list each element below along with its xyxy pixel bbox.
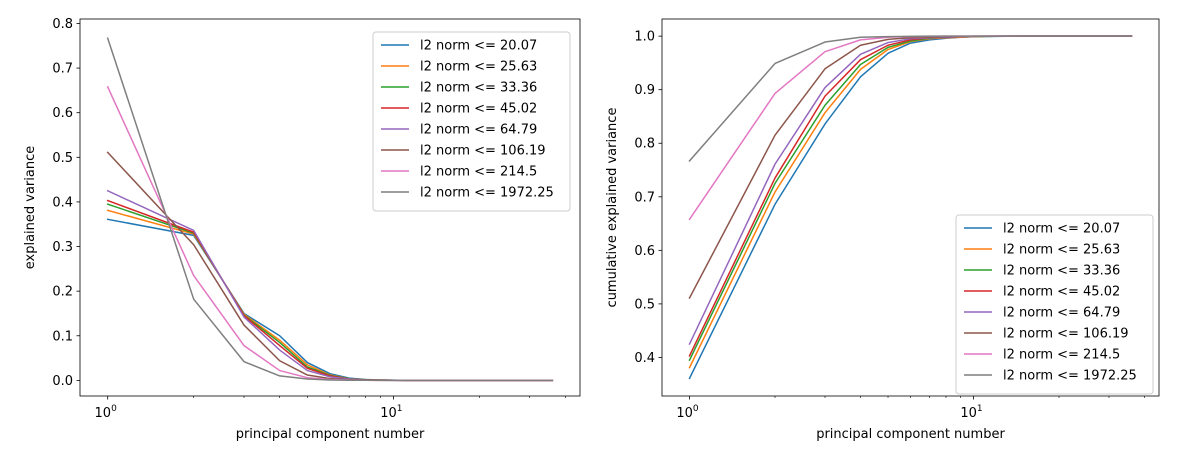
y-tick-label: 0.8 bbox=[634, 137, 655, 152]
series-line-5 bbox=[106, 189, 554, 382]
x-tick-base: 10 bbox=[960, 406, 977, 421]
legend-label-2: l2 norm <= 25.63 bbox=[420, 60, 537, 75]
x-axis: 100 101 bbox=[676, 396, 1145, 421]
legend-label-8: l2 norm <= 1972.25 bbox=[420, 186, 554, 201]
y-axis-label: cumulative explained variance bbox=[605, 108, 620, 308]
series-group bbox=[106, 37, 554, 382]
legend-label-6: l2 norm <= 106.19 bbox=[420, 144, 546, 159]
legend-label-5: l2 norm <= 64.79 bbox=[420, 123, 537, 138]
x-tick-exponent: 1 bbox=[397, 404, 403, 414]
legend: l2 norm <= 20.07 l2 norm <= 25.63 l2 norm … bbox=[372, 31, 571, 212]
legend-label-1: l2 norm <= 20.07 bbox=[420, 39, 537, 54]
legend-frame bbox=[955, 214, 1154, 395]
y-tick-label: 0.5 bbox=[634, 297, 655, 312]
legend-label-5: l2 norm <= 64.79 bbox=[1003, 306, 1120, 321]
y-tick-label: 0.4 bbox=[52, 195, 73, 210]
legend-label-6: l2 norm <= 106.19 bbox=[1003, 327, 1129, 342]
y-tick-label: 0.0 bbox=[52, 374, 73, 389]
legend: l2 norm <= 20.07 l2 norm <= 25.63 l2 norm … bbox=[955, 214, 1154, 395]
series-line-7 bbox=[688, 35, 1133, 221]
legend-label-4: l2 norm <= 45.02 bbox=[420, 102, 537, 117]
legend-frame bbox=[372, 31, 571, 212]
y-tick-label: 0.4 bbox=[634, 351, 655, 366]
x-tick-exponent: 1 bbox=[977, 404, 983, 414]
series-line-4 bbox=[106, 199, 554, 382]
y-tick-label: 0.7 bbox=[634, 190, 655, 205]
y-tick-label: 0.6 bbox=[634, 244, 655, 259]
y-tick-label: 0.3 bbox=[52, 240, 73, 255]
series-line-3 bbox=[106, 203, 554, 382]
legend-label-3: l2 norm <= 33.36 bbox=[420, 81, 537, 96]
series-line-1 bbox=[106, 218, 554, 382]
y-tick-label: 0.9 bbox=[634, 83, 655, 98]
legend-label-2: l2 norm <= 25.63 bbox=[1003, 243, 1120, 258]
series-line-8 bbox=[106, 37, 554, 382]
legend-label-4: l2 norm <= 45.02 bbox=[1003, 285, 1120, 300]
x-tick-base: 10 bbox=[676, 406, 693, 421]
x-tick-label: 100 bbox=[95, 404, 118, 421]
x-tick-exponent: 0 bbox=[693, 404, 699, 414]
legend-label-8: l2 norm <= 1972.25 bbox=[1003, 369, 1137, 384]
legend-label-7: l2 norm <= 214.5 bbox=[1003, 348, 1120, 363]
x-axis: 100 101 bbox=[95, 396, 566, 421]
x-tick-label: 100 bbox=[676, 404, 699, 421]
legend-label-1: l2 norm <= 20.07 bbox=[1003, 222, 1120, 237]
x-tick-label: 101 bbox=[380, 404, 402, 421]
y-axis-label: explained variance bbox=[23, 146, 38, 270]
y-tick-label: 0.7 bbox=[52, 62, 73, 77]
legend-label-7: l2 norm <= 214.5 bbox=[420, 165, 537, 180]
x-tick-exponent: 0 bbox=[111, 404, 117, 414]
x-axis-label: principal component number bbox=[816, 427, 1005, 442]
y-tick-label: 0.8 bbox=[52, 17, 73, 32]
y-axis: 0.0 0.1 0.2 0.3 0.4 0.5 0.6 0.7 0.8 bbox=[52, 17, 80, 389]
y-tick-label: 1.0 bbox=[634, 30, 655, 45]
x-tick-label: 101 bbox=[960, 404, 982, 421]
y-tick-label: 0.1 bbox=[52, 329, 73, 344]
y-tick-label: 0.5 bbox=[52, 151, 73, 166]
series-line-2 bbox=[106, 209, 554, 382]
y-tick-label: 0.2 bbox=[52, 285, 73, 300]
y-tick-label: 0.6 bbox=[52, 106, 73, 121]
legend-label-3: l2 norm <= 33.36 bbox=[1003, 264, 1120, 279]
x-tick-base: 10 bbox=[380, 406, 397, 421]
x-tick-base: 10 bbox=[95, 406, 112, 421]
x-axis-label: principal component number bbox=[236, 427, 425, 442]
series-group bbox=[688, 35, 1133, 380]
y-axis: 0.4 0.5 0.6 0.7 0.8 0.9 1.0 bbox=[634, 30, 662, 366]
series-line-8 bbox=[688, 35, 1133, 162]
